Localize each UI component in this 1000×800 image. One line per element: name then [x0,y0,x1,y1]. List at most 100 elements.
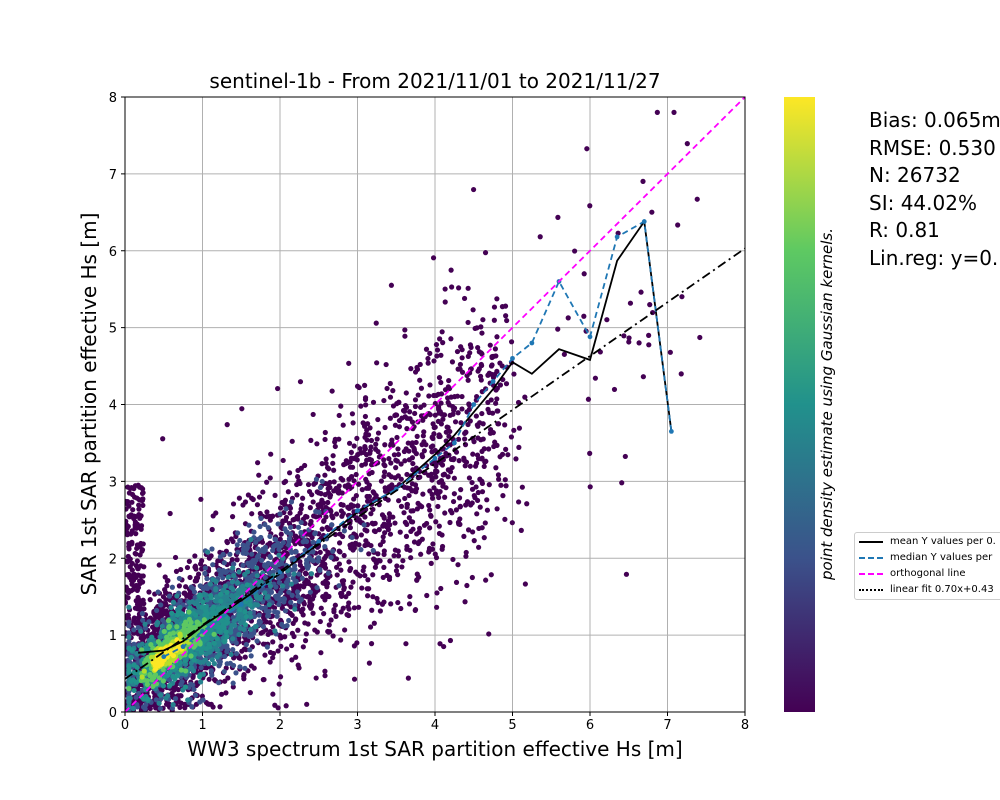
scatter-point [402,333,408,339]
scatter-point [300,644,306,650]
scatter-point [511,371,517,377]
density-point [289,592,295,598]
scatter-point [366,551,372,557]
density-point [307,589,313,595]
scatter-point [321,555,328,561]
scatter-point [581,313,587,319]
scatter-point [396,498,402,504]
density-point [169,584,175,590]
scatter-point [267,475,273,481]
density-point [286,538,292,544]
density-point [156,700,162,706]
density-point [129,740,134,745]
density-point [166,593,173,599]
scatter-point [318,605,324,611]
density-point [268,561,275,567]
scatter-point [147,705,153,712]
scatter-point [289,438,295,444]
density-point [243,613,249,620]
scatter-point [394,434,400,441]
density-point [133,694,139,700]
scatter-point [488,572,494,578]
scatter-point [242,499,249,505]
density-point [248,653,254,659]
scatter-point [454,348,461,355]
scatter-point [439,543,446,550]
scatter-point [389,437,395,443]
scatter-point [433,341,440,348]
density-point [243,550,250,557]
scatter-point [331,606,337,613]
scatter-point [311,481,317,487]
scatter-point [446,377,452,384]
scatter-point [447,412,453,418]
scatter-point [440,416,446,422]
density-point [235,587,242,594]
scatter-point [331,479,337,485]
scatter-point [429,495,436,501]
density-point [142,621,148,627]
scatter-point [137,552,143,558]
density-point [240,542,246,548]
scatter-point [303,631,309,637]
scatter-point [322,668,328,674]
scatter-point [336,483,342,489]
density-point [236,631,242,638]
scatter-point [410,460,416,467]
scatter-point [697,334,703,341]
scatter-point [294,492,300,498]
scatter-point [277,674,284,680]
scatter-point [182,701,188,707]
density-point [253,539,259,545]
scatter-point [458,420,464,426]
density-point [242,632,248,638]
scatter-point [454,393,461,399]
density-point [291,571,297,577]
scatter-point [363,476,369,483]
scatter-point [592,375,599,381]
scatter-point [132,483,138,489]
scatter-point [622,453,628,460]
density-point [308,571,315,577]
scatter-point [436,433,442,440]
density-point [126,630,132,636]
scatter-point [127,564,133,570]
scatter-point [522,394,528,400]
scatter-point [431,485,437,491]
scatter-point [328,508,334,514]
density-point [216,606,222,612]
scatter-point [373,558,379,564]
scatter-point [162,611,168,617]
scatter-point [396,417,403,424]
scatter-point [146,589,152,595]
scatter-point [264,509,270,515]
scatter-point [155,614,161,620]
scatter-point [491,443,497,450]
scatter-point [332,443,338,450]
scatter-point [162,589,169,596]
scatter-point [440,472,446,478]
scatter-point [248,663,255,669]
density-point [155,589,161,595]
scatter-point [450,556,456,563]
scatter-point [306,593,312,599]
scatter-point [336,436,342,442]
scatter-point [137,604,143,610]
density-point [262,547,268,553]
scatter-point [349,411,356,417]
density-point [221,624,227,631]
scatter-point [217,704,223,710]
scatter-point [129,499,135,505]
scatter-point [493,465,499,471]
scatter-point [429,434,435,441]
density-point [266,608,272,615]
scatter-point [466,401,472,407]
scatter-point [338,475,344,482]
density-point [142,706,148,712]
scatter-point [338,508,345,514]
scatter-point [499,451,506,457]
scatter-point [322,472,328,478]
scatter-point [125,589,132,596]
scatter-point [439,462,446,468]
density-point [205,549,211,555]
